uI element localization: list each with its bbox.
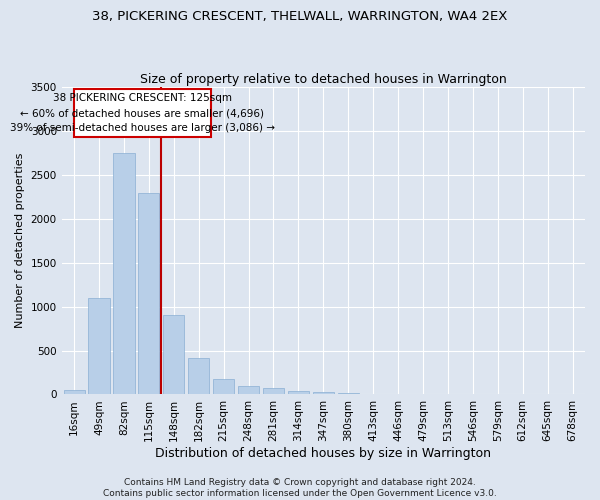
- Bar: [288, 390, 309, 394]
- Bar: [113, 153, 134, 394]
- Bar: [88, 298, 110, 394]
- Bar: [138, 192, 160, 394]
- Bar: [313, 392, 334, 394]
- Bar: [263, 388, 284, 394]
- Bar: [64, 390, 85, 394]
- Bar: [213, 379, 234, 394]
- Bar: [338, 393, 359, 394]
- Text: Contains HM Land Registry data © Crown copyright and database right 2024.
Contai: Contains HM Land Registry data © Crown c…: [103, 478, 497, 498]
- Text: 38 PICKERING CRESCENT: 125sqm
← 60% of detached houses are smaller (4,696)
39% o: 38 PICKERING CRESCENT: 125sqm ← 60% of d…: [10, 94, 275, 133]
- Bar: [163, 316, 184, 394]
- Bar: [238, 386, 259, 394]
- Text: 38, PICKERING CRESCENT, THELWALL, WARRINGTON, WA4 2EX: 38, PICKERING CRESCENT, THELWALL, WARRIN…: [92, 10, 508, 23]
- FancyBboxPatch shape: [74, 89, 211, 137]
- X-axis label: Distribution of detached houses by size in Warrington: Distribution of detached houses by size …: [155, 447, 491, 460]
- Y-axis label: Number of detached properties: Number of detached properties: [15, 153, 25, 328]
- Bar: [188, 358, 209, 395]
- Title: Size of property relative to detached houses in Warrington: Size of property relative to detached ho…: [140, 73, 507, 86]
